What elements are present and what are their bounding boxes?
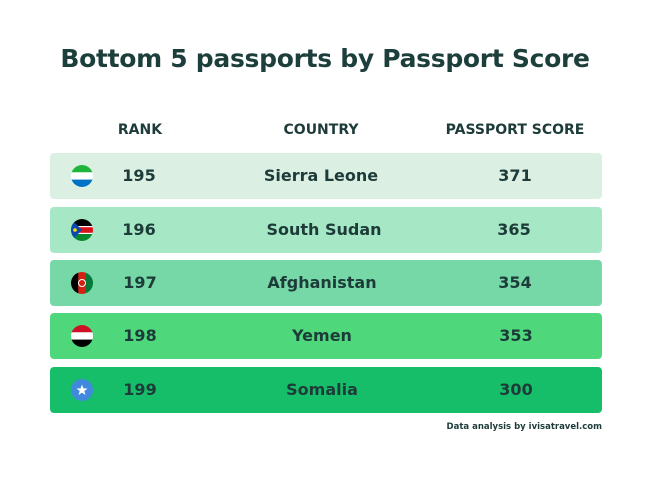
table-row: 199 Somalia 300 — [50, 367, 602, 413]
rank: 199 — [123, 380, 157, 399]
table-row: 196 South Sudan 365 — [50, 207, 602, 253]
flag — [71, 272, 93, 294]
country: Yemen — [292, 326, 352, 345]
rank: 197 — [123, 273, 157, 292]
title: Bottom 5 passports by Passport Score — [60, 44, 590, 73]
country: Somalia — [286, 380, 358, 399]
score: 371 — [498, 166, 532, 185]
table-row: 195 Sierra Leone 371 — [50, 153, 602, 199]
country: Sierra Leone — [263, 166, 379, 185]
country: Afghanistan — [267, 273, 377, 292]
country: South Sudan — [266, 220, 382, 239]
flag — [71, 325, 93, 347]
score: 365 — [497, 220, 531, 239]
rank: 198 — [123, 326, 157, 345]
column-header: RANK — [117, 122, 163, 138]
score: 300 — [499, 380, 533, 399]
table-row: 198 Yemen 353 — [50, 313, 602, 359]
flag — [71, 165, 93, 187]
rank: 196 — [122, 220, 156, 239]
flag — [71, 379, 93, 401]
column-header: COUNTRY — [283, 122, 359, 138]
rank: 195 — [122, 166, 156, 185]
column-header: PASSPORT SCORE — [445, 122, 585, 138]
flag — [71, 219, 93, 241]
table-row: 197 Afghanistan 354 — [50, 260, 602, 306]
footer-note: Data analysis by ivisatravel.com — [446, 422, 602, 432]
score: 354 — [498, 273, 532, 292]
score: 353 — [499, 326, 533, 345]
